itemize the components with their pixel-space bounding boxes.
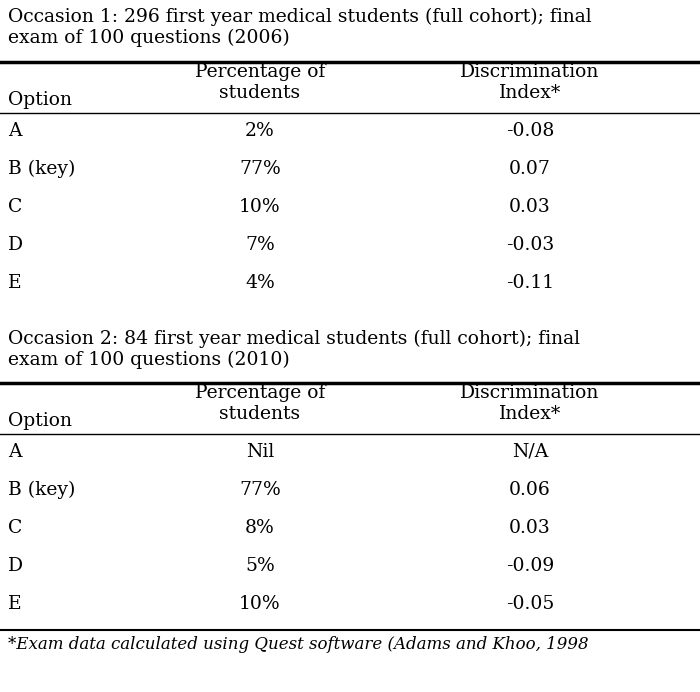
Text: E: E — [8, 595, 22, 613]
Text: -0.05: -0.05 — [506, 595, 554, 613]
Text: *Exam data calculated using Quest software (Adams and Khoo, 1998: *Exam data calculated using Quest softwa… — [8, 636, 589, 653]
Text: Nil: Nil — [246, 443, 274, 461]
Text: Discrimination
Index*: Discrimination Index* — [461, 384, 600, 423]
Text: 5%: 5% — [245, 557, 275, 575]
Text: Occasion 2: 84 first year medical students (full cohort); final
exam of 100 ques: Occasion 2: 84 first year medical studen… — [8, 330, 580, 370]
Text: A: A — [8, 122, 22, 140]
Text: 77%: 77% — [239, 160, 281, 178]
Text: C: C — [8, 198, 22, 216]
Text: C: C — [8, 519, 22, 537]
Text: 10%: 10% — [239, 198, 281, 216]
Text: D: D — [8, 236, 23, 254]
Text: 7%: 7% — [245, 236, 275, 254]
Text: -0.09: -0.09 — [506, 557, 554, 575]
Text: E: E — [8, 274, 22, 292]
Text: 0.03: 0.03 — [509, 198, 551, 216]
Text: B (key): B (key) — [8, 160, 76, 179]
Text: 4%: 4% — [245, 274, 275, 292]
Text: -0.03: -0.03 — [506, 236, 554, 254]
Text: Percentage of
students: Percentage of students — [195, 384, 326, 423]
Text: Discrimination
Index*: Discrimination Index* — [461, 63, 600, 102]
Text: Occasion 1: 296 first year medical students (full cohort); final
exam of 100 que: Occasion 1: 296 first year medical stude… — [8, 8, 592, 47]
Text: N/A: N/A — [512, 443, 548, 461]
Text: 77%: 77% — [239, 481, 281, 499]
Text: B (key): B (key) — [8, 481, 76, 499]
Text: A: A — [8, 443, 22, 461]
Text: 0.03: 0.03 — [509, 519, 551, 537]
Text: Percentage of
students: Percentage of students — [195, 63, 326, 102]
Text: Option: Option — [8, 412, 72, 430]
Text: 8%: 8% — [245, 519, 275, 537]
Text: 2%: 2% — [245, 122, 275, 140]
Text: -0.08: -0.08 — [506, 122, 554, 140]
Text: D: D — [8, 557, 23, 575]
Text: Option: Option — [8, 91, 72, 109]
Text: 10%: 10% — [239, 595, 281, 613]
Text: -0.11: -0.11 — [506, 274, 554, 292]
Text: 0.07: 0.07 — [509, 160, 551, 178]
Text: 0.06: 0.06 — [509, 481, 551, 499]
